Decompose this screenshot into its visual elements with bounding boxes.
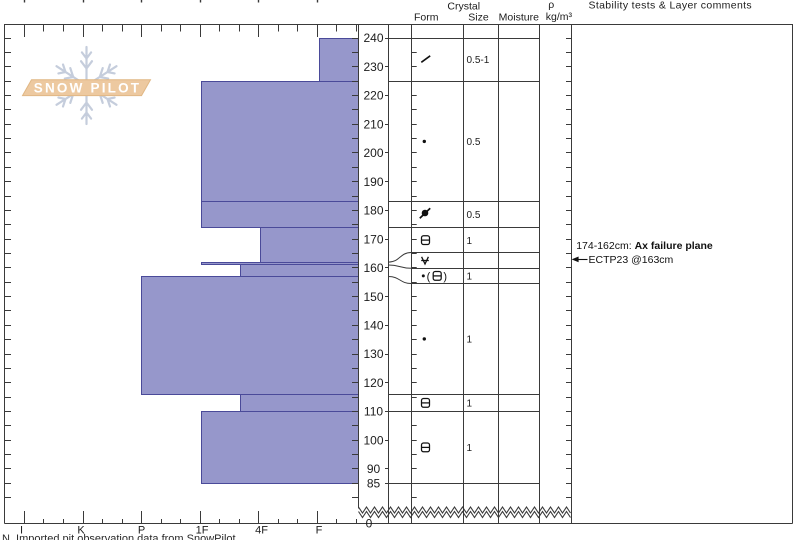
svg-text:170: 170 [363,232,383,246]
svg-text:1: 1 [467,443,473,454]
svg-text:kg/m³: kg/m³ [546,11,573,23]
svg-text:200: 200 [363,146,383,160]
svg-text:ECTP23 @163cm: ECTP23 @163cm [589,254,674,266]
svg-text:1: 1 [467,272,473,283]
svg-text:110: 110 [364,405,383,419]
svg-text:160: 160 [363,261,383,275]
svg-text:ρ: ρ [548,0,554,11]
svg-text:I: I [20,525,23,537]
svg-text:Form: Form [414,12,439,24]
svg-text:90: 90 [367,462,381,476]
svg-text:1: 1 [467,236,473,247]
svg-text:Crystal: Crystal [447,0,480,12]
svg-text:240: 240 [363,31,383,45]
svg-text:130: 130 [363,347,383,361]
svg-text:180: 180 [363,204,383,218]
svg-text:F: F [316,525,323,537]
svg-text:Stability tests & Layer commen: Stability tests & Layer comments [589,0,753,12]
svg-text:(: ( [427,271,431,283]
svg-text:100: 100 [363,433,383,447]
svg-text:P: P [138,525,145,537]
svg-text:K: K [77,525,85,537]
svg-text:0.5-1: 0.5-1 [467,55,490,66]
svg-text:220: 220 [363,89,383,103]
svg-text:Moisture: Moisture [499,12,539,24]
svg-text:230: 230 [363,60,383,74]
svg-text:1: 1 [467,399,473,410]
svg-text:120: 120 [363,376,383,390]
svg-text:4F: 4F [255,525,268,537]
svg-text:SNOW PILOT: SNOW PILOT [34,80,142,95]
svg-text:140: 140 [363,319,383,333]
svg-text:0.5: 0.5 [467,210,481,221]
svg-text:N. Imported pit observation da: N. Imported pit observation data from Sn… [2,533,236,540]
svg-text:150: 150 [363,290,383,304]
svg-text:1: 1 [467,335,473,346]
svg-text:174-162cm: Ax failure plane: 174-162cm: Ax failure plane [576,240,713,252]
svg-text:0.5: 0.5 [467,137,481,148]
svg-text:210: 210 [363,117,383,131]
svg-text:): ) [443,271,447,283]
svg-text:85: 85 [367,477,381,491]
svg-text:Size: Size [468,12,489,24]
svg-text:190: 190 [363,175,383,189]
svg-text:0: 0 [366,516,373,530]
svg-text:1F: 1F [196,525,209,537]
